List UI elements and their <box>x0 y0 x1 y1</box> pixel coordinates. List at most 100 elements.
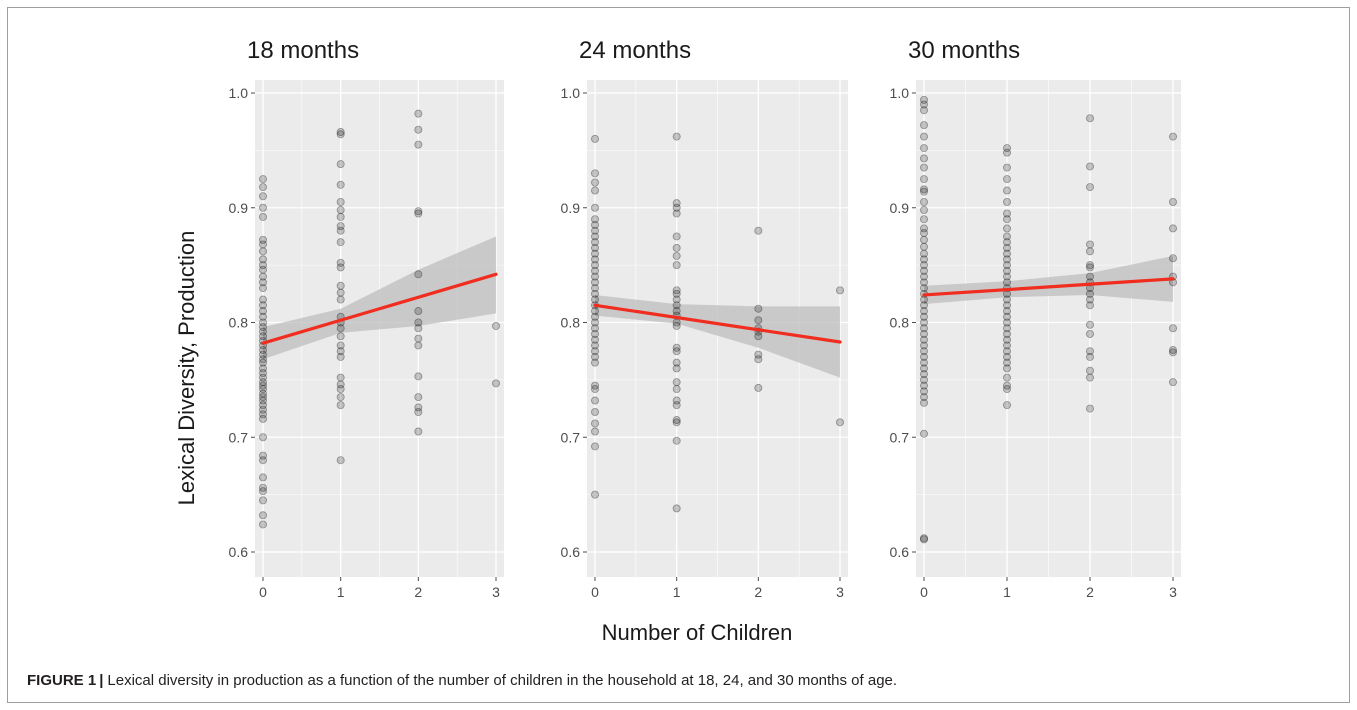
x-tick-label: 2 <box>754 584 762 600</box>
x-tick-label: 3 <box>492 584 500 600</box>
y-tick-label: 0.7 <box>561 429 581 445</box>
panel-1: 0.6 0.7 0.8 0.9 1.0 0 1 2 3 18 months <box>229 37 504 600</box>
data-point <box>414 140 423 149</box>
data-point <box>1003 347 1012 356</box>
data-point <box>591 352 600 361</box>
y-tick-label: 0.6 <box>890 544 910 560</box>
data-point <box>920 364 929 373</box>
x-tick-label: 1 <box>673 584 681 600</box>
data-point <box>836 286 845 295</box>
data-point <box>754 316 763 325</box>
data-point <box>336 341 345 350</box>
data-point <box>1169 198 1178 207</box>
data-point <box>672 358 681 367</box>
data-point <box>1003 385 1012 394</box>
data-point <box>672 436 681 445</box>
data-point <box>1003 272 1012 281</box>
data-point <box>591 427 600 436</box>
panels-layer: 0.6 0.7 0.8 0.9 1.0 0 1 2 3 18 months 0.6 0.7 0.8 0.9… <box>229 37 1181 600</box>
data-point <box>920 284 929 293</box>
data-point <box>258 255 267 264</box>
data-point <box>258 247 267 256</box>
y-tick-label: 1.0 <box>229 85 249 101</box>
data-point <box>591 295 600 304</box>
data-point <box>920 375 929 384</box>
panel-title: 30 months <box>908 37 1020 64</box>
data-point <box>258 355 267 364</box>
data-point <box>591 272 600 281</box>
data-point <box>672 396 681 405</box>
data-point <box>1003 175 1012 184</box>
data-point <box>591 289 600 298</box>
y-tick-label: 0.9 <box>229 200 249 216</box>
data-point <box>920 387 929 396</box>
data-point <box>672 132 681 141</box>
data-point <box>920 352 929 361</box>
x-tick-label: 1 <box>337 584 345 600</box>
y-tick-label: 1.0 <box>561 85 581 101</box>
data-point <box>1086 373 1095 382</box>
data-point <box>258 212 267 221</box>
caption-label: FIGURE 1 <box>27 672 97 689</box>
data-point <box>258 295 267 304</box>
data-point <box>591 255 600 264</box>
data-point <box>920 301 929 310</box>
data-point <box>1003 307 1012 316</box>
regression-line <box>593 303 842 344</box>
data-point <box>591 238 600 247</box>
data-point <box>1086 289 1095 298</box>
data-point <box>591 408 600 417</box>
data-point <box>920 215 929 224</box>
data-point <box>258 235 267 244</box>
data-point <box>1003 266 1012 275</box>
data-point <box>1003 243 1012 252</box>
data-point <box>1003 148 1012 157</box>
data-point <box>920 393 929 402</box>
data-point <box>336 198 345 207</box>
data-point <box>754 383 763 392</box>
x-tick-label: 3 <box>836 584 844 600</box>
data-point <box>258 401 267 410</box>
data-point <box>920 132 929 141</box>
data-point <box>1003 335 1012 344</box>
data-point <box>591 266 600 275</box>
data-point <box>414 125 423 134</box>
data-point <box>920 95 929 104</box>
data-point <box>920 255 929 264</box>
data-point <box>591 307 600 316</box>
figure-caption: FIGURE 1 | Lexical diversity in production… <box>27 672 897 689</box>
data-point <box>920 370 929 379</box>
data-point <box>1086 295 1095 304</box>
x-tick-label: 2 <box>414 584 422 600</box>
data-point <box>336 263 345 272</box>
data-point <box>258 483 267 492</box>
data-point <box>1003 249 1012 258</box>
data-point <box>672 209 681 218</box>
data-point <box>1003 401 1012 410</box>
data-point <box>1003 232 1012 241</box>
data-point <box>920 198 929 207</box>
data-point <box>414 324 423 333</box>
caption-text: Lexical diversity in production as a fun… <box>107 672 898 689</box>
y-tick-label: 0.8 <box>561 315 581 331</box>
data-point <box>1003 238 1012 247</box>
data-point <box>1086 240 1095 249</box>
caption-separator: | <box>99 672 104 689</box>
data-point <box>672 286 681 295</box>
data-point <box>672 504 681 513</box>
data-point <box>258 332 267 341</box>
data-point <box>258 433 267 442</box>
data-point <box>1086 352 1095 361</box>
data-point <box>336 401 345 410</box>
data-point <box>1086 162 1095 171</box>
data-point <box>336 295 345 304</box>
data-point <box>591 490 600 499</box>
data-point <box>1169 324 1178 333</box>
data-point <box>414 109 423 118</box>
data-point <box>672 401 681 410</box>
data-point <box>920 121 929 130</box>
data-point <box>920 381 929 390</box>
data-point <box>672 289 681 298</box>
data-point <box>920 228 929 237</box>
panel-title: 18 months <box>247 37 359 64</box>
